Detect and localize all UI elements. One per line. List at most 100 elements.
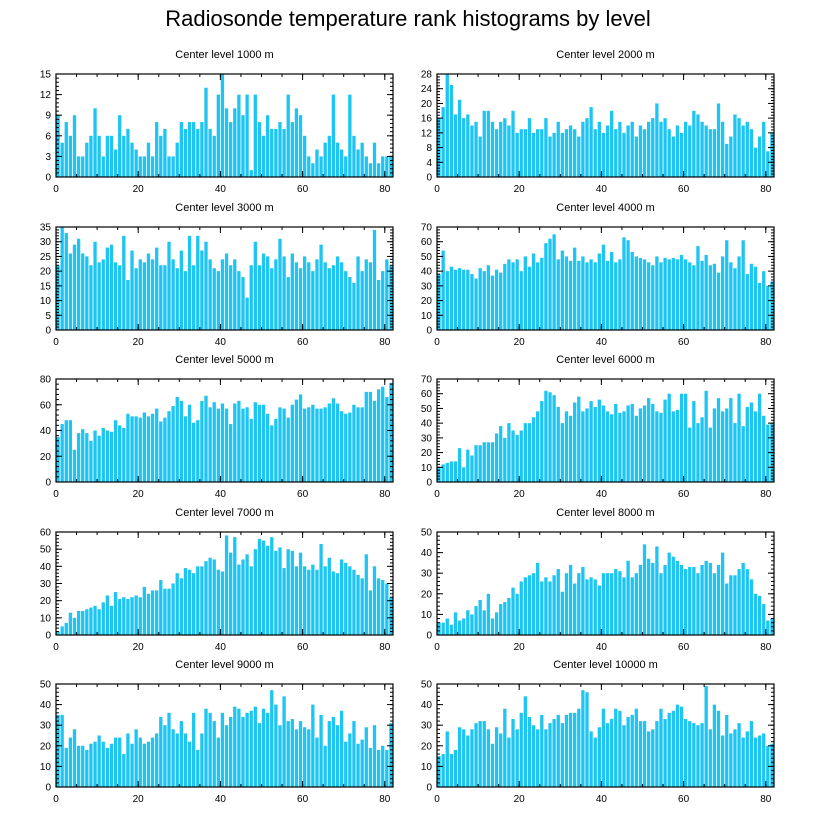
bar: [716, 710, 721, 787]
bar: [224, 725, 229, 787]
x-tick-label: 20: [133, 642, 145, 653]
bar: [642, 405, 647, 482]
bar: [737, 393, 741, 482]
bar: [770, 743, 774, 787]
bar: [196, 420, 200, 482]
bar: [356, 407, 360, 482]
panel-5: Center level 5000 m 0 20 40 60 80 0 20 40 60 80: [40, 354, 394, 500]
y-tick-label: 40: [421, 419, 433, 430]
y-tick-label: 70: [421, 375, 433, 386]
x-tick-label: 40: [596, 489, 608, 500]
y-tick-label: 3: [45, 152, 51, 163]
bar: [81, 253, 85, 330]
x-tick-label: 40: [215, 489, 227, 500]
bar: [741, 737, 745, 787]
bar: [368, 163, 373, 177]
bar: [134, 268, 138, 330]
y-tick-label: 0: [426, 326, 432, 337]
bar: [573, 129, 577, 177]
bar: [105, 135, 110, 177]
bar: [171, 729, 175, 787]
bar: [585, 579, 589, 635]
bar: [589, 731, 593, 787]
y-tick-label: 10: [421, 463, 433, 474]
bar: [286, 417, 290, 483]
bar: [741, 562, 745, 635]
bar: [233, 403, 237, 482]
bar: [507, 259, 511, 330]
bar: [560, 723, 564, 787]
bar: [515, 434, 519, 482]
bar: [757, 136, 762, 177]
bar: [655, 721, 659, 787]
bar: [118, 737, 122, 787]
bar: [81, 610, 85, 635]
bar: [372, 725, 377, 787]
bar: [708, 427, 712, 482]
bar: [192, 422, 196, 482]
bar: [122, 427, 126, 482]
y-tick-label: 6: [45, 131, 51, 142]
bar: [385, 583, 389, 635]
bar: [511, 719, 515, 787]
bar: [372, 229, 377, 330]
y-tick-label: 5: [45, 311, 51, 322]
y-tick-label: 0: [426, 783, 432, 794]
bar: [159, 135, 163, 177]
bar: [692, 401, 696, 482]
bar: [712, 263, 717, 330]
y-tick-label: 12: [40, 90, 52, 101]
bar: [626, 240, 630, 330]
bar: [76, 610, 81, 635]
bar: [146, 741, 151, 787]
bar: [531, 725, 536, 787]
x-tick-label: 80: [760, 489, 772, 500]
bar: [667, 552, 671, 635]
bar: [270, 425, 274, 482]
bar: [630, 121, 634, 177]
bar: [122, 754, 126, 787]
bar: [381, 156, 385, 177]
bar: [614, 569, 618, 635]
bar: [733, 575, 737, 635]
bar: [68, 420, 73, 482]
bar: [138, 259, 142, 330]
bar: [105, 430, 110, 482]
bar: [319, 544, 323, 635]
x-tick-label: 60: [297, 184, 309, 195]
bar: [560, 250, 564, 330]
bar: [302, 135, 307, 177]
panel-title: Center level 10000 m: [553, 659, 658, 671]
bar: [183, 128, 188, 177]
bar: [515, 593, 519, 635]
bar: [692, 265, 696, 330]
panel-title: Center level 6000 m: [556, 354, 654, 366]
bar: [327, 268, 331, 330]
bar: [290, 719, 294, 787]
y-tick-label: 10: [40, 613, 52, 624]
panel-9: Center level 9000 m 0 20 40 60 80 0 10 20 30 40 50: [40, 659, 394, 805]
bar: [548, 581, 552, 635]
x-tick-label: 60: [297, 794, 309, 805]
bar: [360, 578, 364, 635]
bar: [109, 431, 114, 482]
bar: [757, 735, 762, 787]
bar: [585, 692, 589, 787]
bar: [462, 618, 466, 635]
bar: [544, 577, 548, 635]
bar: [610, 252, 614, 330]
bar: [274, 259, 278, 330]
bar: [68, 737, 73, 787]
bar: [720, 411, 725, 482]
bar: [200, 250, 204, 330]
bar: [745, 569, 749, 635]
bar: [389, 382, 393, 482]
bar: [323, 745, 327, 787]
bar: [196, 566, 200, 635]
bar: [150, 259, 155, 330]
bar: [614, 404, 618, 482]
bar: [335, 403, 340, 482]
bar: [437, 756, 441, 787]
bar: [105, 747, 110, 787]
